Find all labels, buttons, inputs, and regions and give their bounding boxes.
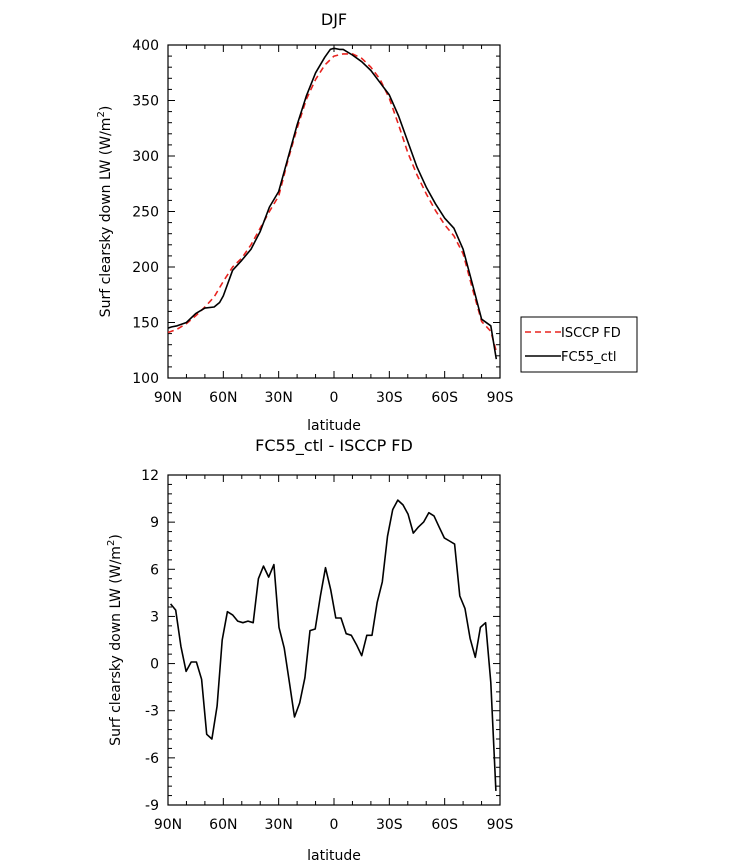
chart-title: FC55_ctl - ISCCP FD — [255, 436, 413, 456]
y-axis-label: Surf clearsky down LW (W/m2) — [96, 106, 114, 318]
y-tick-label: 350 — [132, 94, 159, 110]
y-tick-label: 12 — [141, 468, 159, 484]
x-tick-label: 30S — [376, 390, 403, 406]
series-line-isccp-fd — [167, 53, 498, 352]
y-axis-label-end: ) — [98, 106, 114, 111]
y-tick-label: 0 — [150, 657, 159, 673]
x-tick-label: 60N — [209, 390, 237, 406]
y-axis-label: Surf clearsky down LW (W/m2) — [106, 534, 124, 746]
difference-panel: 90N 60N 30N 0 30S 60S 90S -9 -6 -3 0 3 6 9 12 FC55_ctl … — [106, 436, 513, 864]
y-axis-label-main: Surf clearsky down LW (W/m — [108, 546, 124, 746]
y-tick-label: 9 — [150, 515, 159, 531]
y-tick-label: 400 — [132, 38, 159, 54]
x-tick-label: 30N — [265, 390, 293, 406]
y-tick-label: 6 — [150, 562, 159, 578]
y-tick-label: 200 — [132, 260, 159, 276]
y-tick-label: 3 — [150, 609, 159, 625]
chart-title: DJF — [321, 10, 347, 29]
y-axis-label-superscript: 2 — [106, 540, 117, 546]
x-tick-label: 30S — [376, 817, 403, 833]
x-tick-label: 30N — [265, 817, 293, 833]
x-tick-label: 0 — [330, 817, 339, 833]
y-tick-label: 250 — [132, 205, 159, 221]
y-axis-label-superscript: 2 — [96, 111, 107, 117]
plot-frame — [167, 474, 501, 806]
legend-label: ISCCP FD — [561, 326, 621, 341]
x-tick-label: 90S — [487, 817, 514, 833]
y-tick-label: 100 — [132, 371, 159, 387]
x-tick-label: 60S — [431, 390, 458, 406]
x-axis-label: latitude — [307, 848, 361, 864]
x-tick-label: 90S — [487, 390, 514, 406]
djf-panel: 90N 60N 30N 0 30S 60S 90S 100 150 200 250 300 350 400… — [96, 10, 638, 434]
y-tick-label: -3 — [145, 704, 159, 720]
plot-frame — [167, 44, 501, 379]
y-tick-label: -6 — [145, 751, 159, 767]
x-tick-label: 90N — [154, 817, 182, 833]
x-tick-label: 60S — [431, 817, 458, 833]
series-line-difference — [169, 499, 497, 791]
x-tick-label: 90N — [154, 390, 182, 406]
y-axis-label-end: ) — [108, 534, 124, 539]
y-tick-label: 150 — [132, 316, 159, 332]
y-tick-label: -9 — [145, 798, 159, 814]
legend-label: FC55_ctl — [561, 350, 616, 365]
x-axis-label: latitude — [307, 418, 361, 434]
y-axis-label-main: Surf clearsky down LW (W/m — [98, 118, 114, 318]
legend-box — [520, 316, 638, 373]
series-line-fc55-ctl — [167, 47, 498, 360]
x-tick-label: 0 — [330, 390, 339, 406]
x-tick-label: 60N — [209, 817, 237, 833]
y-tick-label: 300 — [132, 149, 159, 165]
